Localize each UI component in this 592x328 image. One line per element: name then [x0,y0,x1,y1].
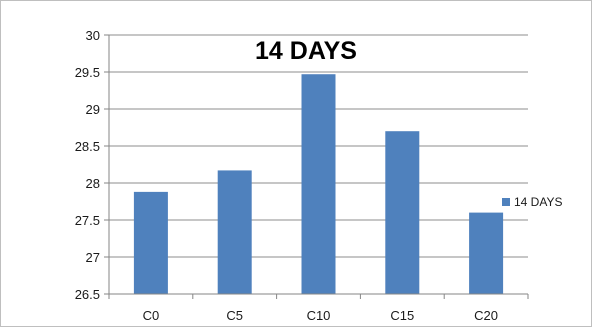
y-tick-label: 27 [86,250,100,265]
y-tick-label: 26.5 [75,287,100,302]
axes [108,35,529,299]
y-tick-label: 28.5 [75,139,100,154]
y-tick-labels: 26.5 27 27.5 28 28.5 29 29.5 30 [75,28,100,302]
y-tick-label: 27.5 [75,213,100,228]
y-tick-label: 29 [86,102,100,117]
x-tick-label: C15 [390,308,414,323]
bar-c20 [469,212,504,294]
x-tick-label: C5 [226,308,243,323]
x-tick-labels: C0 C5 C10 C15 C20 [143,308,498,323]
chart-title: 14 DAYS [255,37,357,65]
x-tick-label: C10 [307,308,331,323]
legend-label: 14 DAYS [514,195,562,209]
bar-c10 [301,74,336,294]
x-tick-label: C0 [143,308,160,323]
y-tick-label: 30 [86,28,100,43]
y-tick-label: 28 [86,176,100,191]
y-tick-label: 29.5 [75,65,100,80]
bars [133,74,504,294]
legend-swatch [502,198,510,206]
bar-c0 [133,191,168,294]
bar-c15 [385,131,420,294]
legend: 14 DAYS [502,195,562,209]
x-tick-label: C20 [474,308,498,323]
bar-c5 [217,170,252,294]
